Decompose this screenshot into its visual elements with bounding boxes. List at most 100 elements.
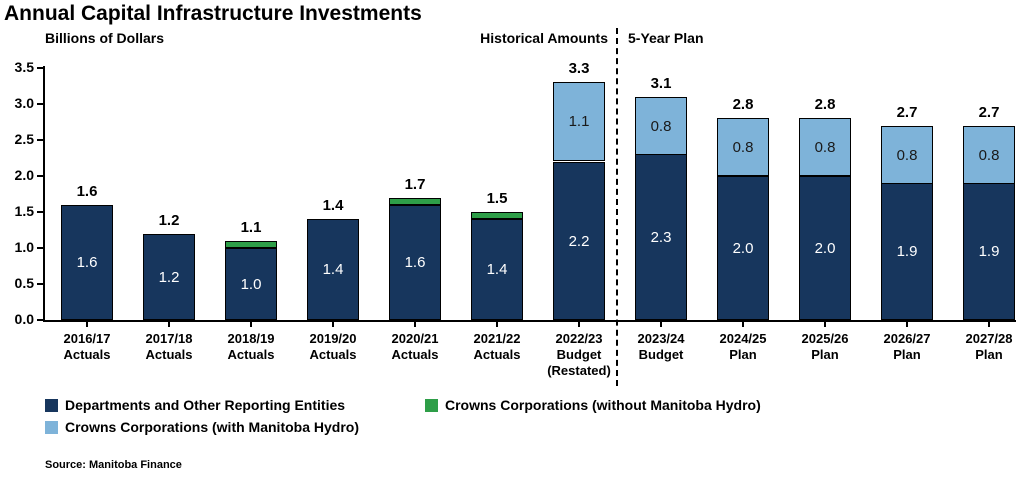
x-axis-label: 2019/20 Actuals — [292, 331, 374, 363]
bar-total-label: 2.7 — [978, 104, 1000, 121]
x-axis-label-line: 2020/21 — [391, 331, 439, 346]
legend-item: Departments and Other Reporting Entities — [45, 397, 425, 413]
y-axis-tick — [37, 319, 43, 321]
y-axis-tick-label: 3.5 — [14, 59, 34, 75]
legend-label: Crowns Corporations (with Manitoba Hydro… — [65, 419, 359, 435]
y-axis-tick-label: 0.0 — [14, 311, 34, 327]
x-axis-label-line: Plan — [811, 347, 839, 362]
x-axis-tick — [660, 322, 662, 327]
bar-segment-departments: 1.4 — [471, 219, 523, 320]
legend-item: Crowns Corporations (with Manitoba Hydro… — [45, 419, 425, 435]
y-axis-tick — [37, 247, 43, 249]
x-axis-tick — [86, 322, 88, 327]
x-axis-label-line: Actuals — [473, 347, 521, 362]
x-axis-tick — [906, 322, 908, 327]
bar-total-label: 1.5 — [486, 190, 508, 207]
bar-total-label: 1.1 — [240, 219, 262, 236]
x-axis-tick — [332, 322, 334, 327]
source-note: Source: Manitoba Finance — [45, 459, 182, 471]
x-axis-label-line: 2018/19 — [227, 331, 275, 346]
x-axis-label-line: Actuals — [145, 347, 193, 362]
bar-total-label: 1.4 — [322, 197, 344, 214]
x-axis-line — [43, 320, 1016, 322]
x-axis-label-line: 2025/26 — [801, 331, 849, 346]
x-axis-label: 2025/26 Plan — [784, 331, 866, 363]
y-axis-tick — [37, 283, 43, 285]
bar-segment-departments: 1.9 — [963, 183, 1015, 320]
y-axis-tick — [37, 67, 43, 69]
x-axis-label-line: 2019/20 — [309, 331, 357, 346]
y-axis-tick-label: 1.0 — [14, 239, 34, 255]
x-axis-tick — [250, 322, 252, 327]
bar-segment-crowns-with-hydro: 1.1 — [553, 82, 605, 161]
x-axis-label-line: Actuals — [227, 347, 275, 362]
bar-segment-departments: 1.9 — [881, 183, 933, 320]
x-axis-label-line: Plan — [893, 347, 921, 362]
legend-item: Crowns Corporations (without Manitoba Hy… — [425, 397, 761, 413]
x-axis-label-line: Budget — [556, 347, 602, 362]
x-axis-label-line: 2027/28 — [965, 331, 1013, 346]
historical-amounts-section-label: Historical Amounts — [480, 30, 608, 46]
x-axis-label-line: (Restated) — [547, 363, 611, 378]
x-axis-label-line: Actuals — [391, 347, 439, 362]
x-axis-label: 2024/25 Plan — [702, 331, 784, 363]
x-axis-label: 2020/21 Actuals — [374, 331, 456, 363]
x-axis-tick — [168, 322, 170, 327]
bar-segment-crowns-without-hydro — [471, 212, 523, 219]
bar-segment-departments: 1.2 — [143, 234, 195, 320]
x-axis-label: 2018/19 Actuals — [210, 331, 292, 363]
bar-segment-departments: 1.6 — [389, 205, 441, 320]
chart-title: Annual Capital Infrastructure Investment… — [4, 2, 422, 25]
x-axis-label: 2023/24 Budget — [620, 331, 702, 363]
x-axis-tick — [496, 322, 498, 327]
y-axis-tick-label: 2.5 — [14, 131, 34, 147]
y-axis-unit-label: Billions of Dollars — [45, 30, 165, 46]
x-axis-label-line: Plan — [975, 347, 1003, 362]
bar-segment-crowns-with-hydro: 0.8 — [717, 118, 769, 176]
x-axis-label-line: Budget — [638, 347, 684, 362]
bar-total-label: 2.8 — [814, 96, 836, 113]
y-axis-tick-label: 1.5 — [14, 203, 34, 219]
y-axis-tick-label: 2.0 — [14, 167, 34, 183]
bar-segment-departments: 2.0 — [799, 176, 851, 320]
x-axis-label-line: Actuals — [309, 347, 357, 362]
x-axis-label-line: 2024/25 — [719, 331, 767, 346]
x-axis-label-line: 2022/23 — [555, 331, 603, 346]
bar-segment-crowns-with-hydro: 0.8 — [963, 126, 1015, 184]
x-axis-tick — [824, 322, 826, 327]
legend: Departments and Other Reporting Entities… — [45, 397, 761, 435]
bar-segment-crowns-without-hydro — [389, 198, 441, 205]
x-axis-label-line: Plan — [729, 347, 757, 362]
legend-swatch-icon — [45, 420, 58, 434]
bar-total-label: 1.2 — [158, 212, 180, 229]
x-axis-label-line: 2021/22 — [473, 331, 521, 346]
x-axis-label: 2017/18 Actuals — [128, 331, 210, 363]
bar-segment-departments: 2.2 — [553, 162, 605, 320]
bar-segment-crowns-with-hydro: 0.8 — [635, 97, 687, 155]
bar-total-label: 2.7 — [896, 104, 918, 121]
bar-segment-departments: 1.6 — [61, 205, 113, 320]
x-axis-label: 2016/17 Actuals — [46, 331, 128, 363]
x-axis-label-line: 2023/24 — [637, 331, 685, 346]
bar-segment-departments: 2.0 — [717, 176, 769, 320]
legend-swatch-icon — [45, 398, 58, 412]
bar-segment-crowns-with-hydro: 0.8 — [799, 118, 851, 176]
legend-swatch-icon — [425, 398, 438, 412]
x-axis-label: 2022/23 Budget (Restated) — [538, 331, 620, 379]
bar-segment-departments: 1.4 — [307, 219, 359, 320]
bar-total-label: 2.8 — [732, 96, 754, 113]
x-axis-label-line: Actuals — [63, 347, 111, 362]
bar-segment-departments: 2.3 — [635, 154, 687, 320]
x-axis-tick — [578, 322, 580, 327]
x-axis-label-line: 2016/17 — [63, 331, 111, 346]
x-axis-tick — [414, 322, 416, 327]
plan-separator-dashed-line — [616, 28, 618, 386]
x-axis-label: 2026/27 Plan — [866, 331, 948, 363]
bar-total-label: 3.3 — [568, 60, 590, 77]
bar-segment-departments: 1.0 — [225, 248, 277, 320]
x-axis-label-line: 2017/18 — [145, 331, 193, 346]
x-axis-tick — [742, 322, 744, 327]
legend-label: Crowns Corporations (without Manitoba Hy… — [445, 397, 761, 413]
